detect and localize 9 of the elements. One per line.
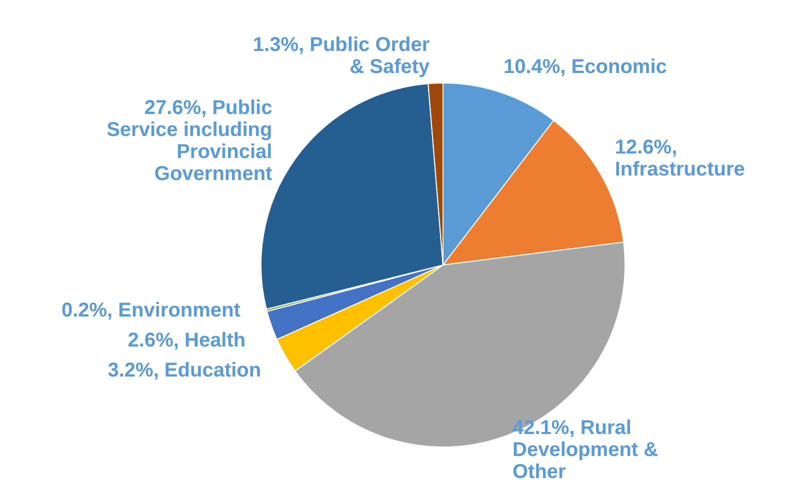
slice-label: 1.3%, Public Order & Safety [252, 34, 431, 78]
slice-label: 27.6%, Public Service including Provincial Government [106, 97, 273, 186]
slice-label: 0.2%, Environment [61, 300, 241, 322]
data-label: 12.6%, [614, 136, 678, 158]
slice-label: 3.2%, Education [108, 360, 262, 382]
slice-label: 42.1%, Rural Development & Other [512, 416, 658, 483]
slice-label: 2.6%, Health [128, 330, 246, 352]
slice-label: Infrastructure [614, 158, 745, 180]
slice-label: 10.4%, Economic [503, 56, 667, 78]
